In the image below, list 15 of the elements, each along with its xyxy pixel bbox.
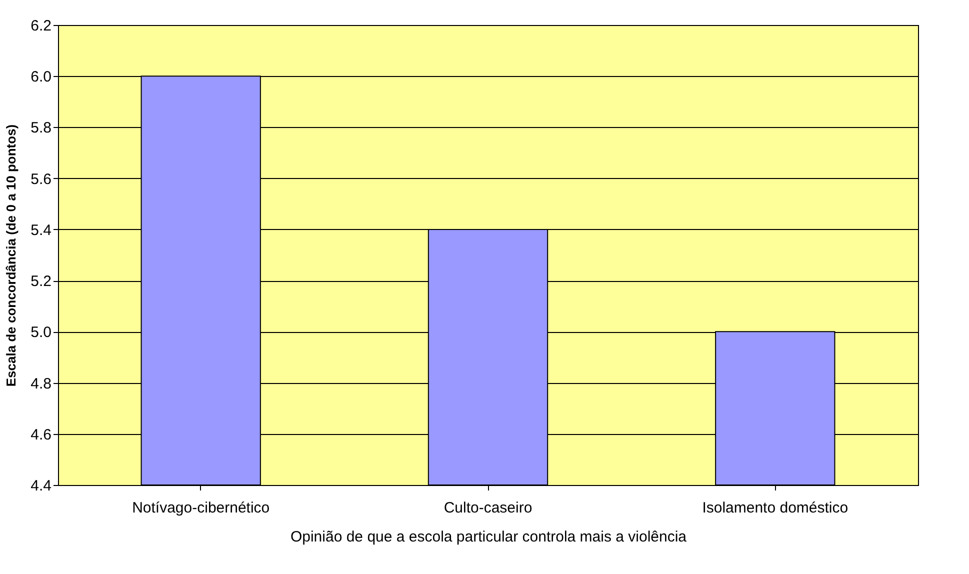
y-tick-label: 4.8	[30, 375, 52, 392]
y-tick-label: 6.2	[30, 18, 52, 34]
y-tick-label: 5.6	[30, 170, 52, 188]
x-tick-label: Culto-caseiro	[444, 500, 532, 516]
x-tick-label: Notívago-cibernético	[132, 500, 270, 516]
y-tick-label: 6.0	[30, 68, 52, 86]
y-axis-title: Escala de concordância (de 0 a 10 pontos)	[4, 124, 19, 387]
y-tick-label: 5.8	[30, 120, 52, 137]
x-axis-title: Opinião de que a escola particular controla mais a violência	[290, 528, 688, 546]
y-tick-label: 5.0	[30, 324, 52, 342]
y-tick-label: 4.6	[30, 426, 52, 444]
x-tick-label: Isolamento doméstico	[702, 500, 848, 516]
y-tick-label: 5.2	[30, 273, 52, 290]
y-tick-label: 5.4	[30, 222, 52, 239]
y-tick-label: 4.4	[30, 478, 52, 494]
